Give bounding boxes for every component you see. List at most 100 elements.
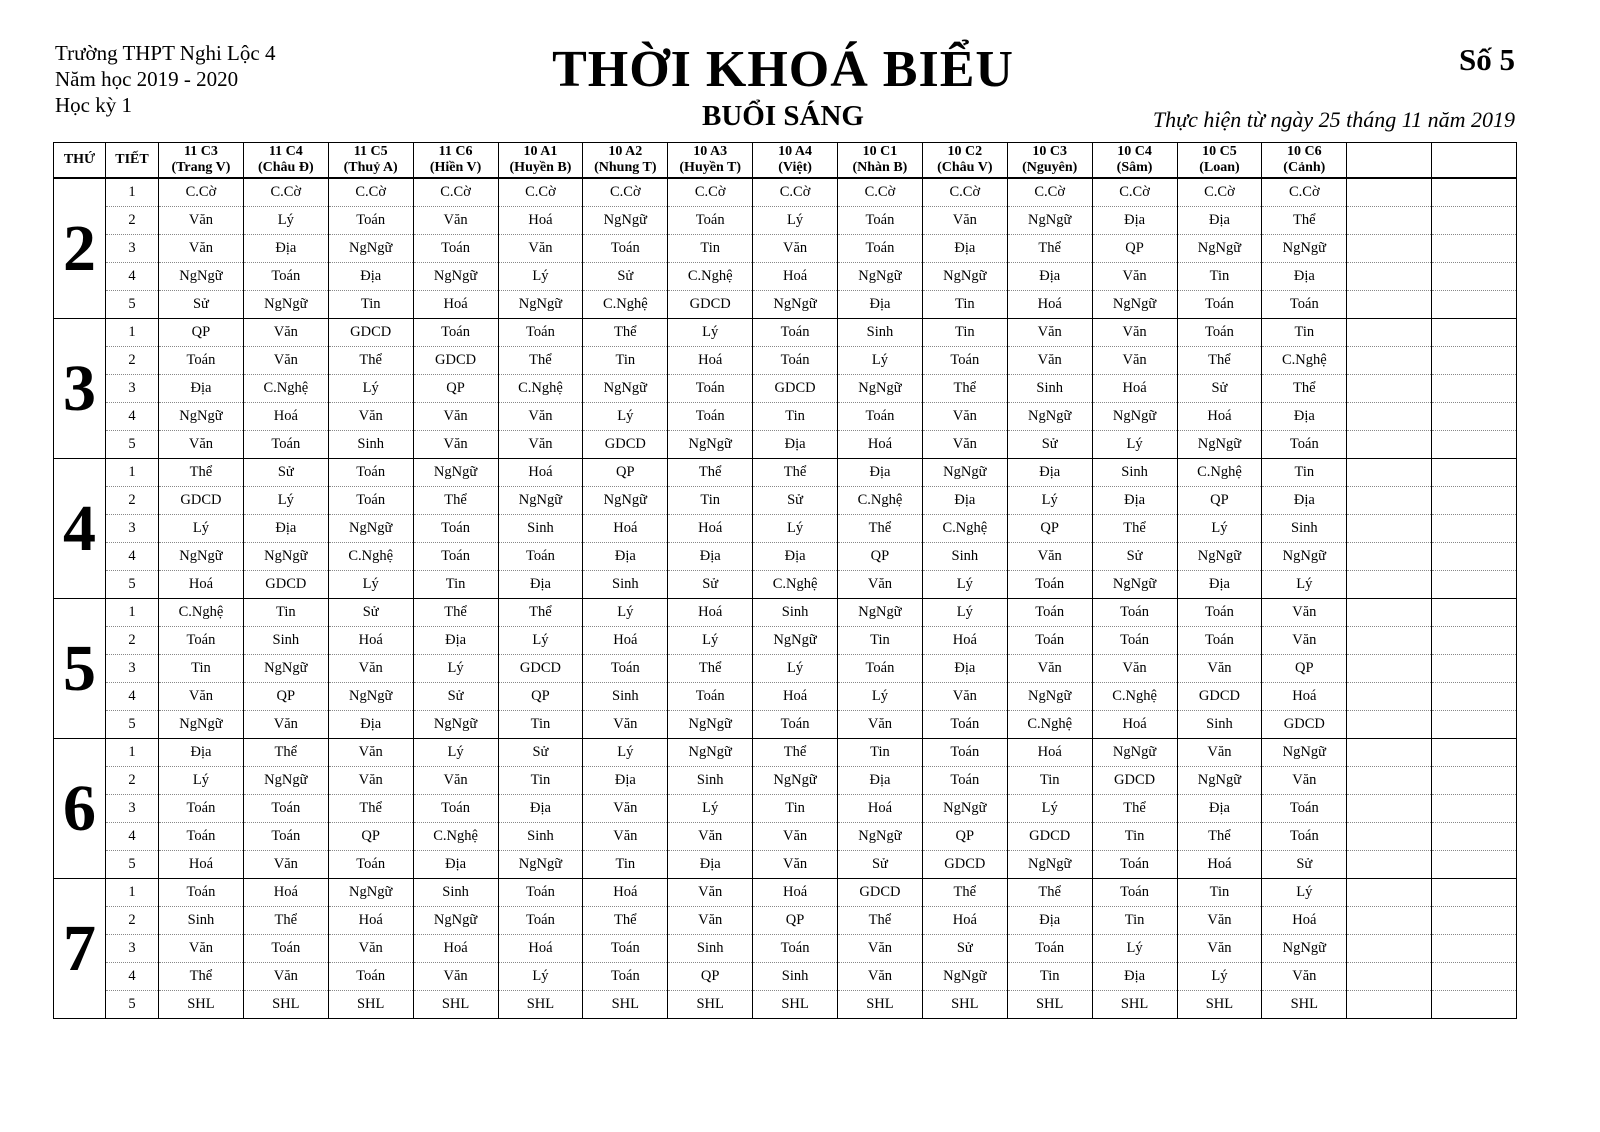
table-row: 3 Văn Địa NgNgữ Toán Văn Toán Tin Văn Toán Địa Thể Q…: [54, 234, 1517, 263]
subject-cell: Lý: [837, 682, 923, 711]
subject-cell: Toán: [667, 374, 754, 403]
subject-cell: Tin: [837, 738, 923, 767]
effective-date: Thực hiện từ ngày 25 tháng 11 năm 2019: [1152, 107, 1515, 132]
class-header: 11 C5 (Thuỷ A): [327, 142, 414, 179]
empty-cell: [1346, 542, 1433, 571]
subject-cell: Toán: [412, 794, 499, 823]
subject-cell: NgNgữ: [1091, 738, 1178, 767]
empty-cell: [1346, 234, 1433, 263]
session-subtitle: BUỔI SÁNG: [702, 100, 864, 132]
subject-cell: SHL: [1176, 990, 1263, 1019]
subject-cell: Văn: [242, 710, 329, 739]
period-number: 3: [105, 934, 159, 963]
subject-cell: Hoá: [412, 290, 499, 319]
subject-cell: Toán: [158, 346, 244, 375]
subject-cell: Văn: [1006, 318, 1093, 347]
table-row: 4 Văn QP NgNgữ Sử QP Sinh Toán Hoá Lý Văn NgNgữ C.Ng…: [54, 682, 1517, 711]
empty-cell: [1346, 430, 1433, 459]
subject-cell: Thể: [1091, 514, 1178, 543]
class-header: 10 C2 (Châu V): [921, 142, 1008, 179]
subject-cell: Thể: [1176, 822, 1263, 851]
subject-cell: Thể: [1176, 346, 1263, 375]
subject-cell: Văn: [1091, 346, 1178, 375]
subject-cell: Địa: [1091, 206, 1178, 235]
subject-cell: GDCD: [497, 654, 584, 683]
subject-cell: Địa: [1261, 486, 1348, 515]
class-teacher: (Thuỷ A): [343, 160, 398, 175]
subject-cell: Tin: [667, 234, 754, 263]
subject-cell: NgNgữ: [667, 430, 754, 459]
table-row: 4 Toán Toán QP C.Nghệ Sinh Văn Văn Văn NgNgữ QP GDC…: [54, 822, 1517, 851]
subject-cell: Văn: [752, 850, 838, 879]
empty-cell: [1431, 430, 1517, 459]
class-name: 10 A1: [523, 144, 558, 159]
subject-cell: Toán: [582, 234, 669, 263]
subject-cell: GDCD: [327, 318, 414, 347]
subject-cell: NgNgữ: [412, 262, 499, 291]
subject-cell: Văn: [497, 430, 584, 459]
subject-cell: Địa: [412, 626, 499, 655]
school-year: Năm học 2019 - 2020: [55, 67, 239, 91]
subject-cell: Toán: [327, 850, 414, 879]
subject-cell: Văn: [412, 766, 499, 795]
subject-cell: Văn: [1091, 262, 1178, 291]
subject-cell: Hoá: [242, 402, 329, 431]
subject-cell: C.Cờ: [412, 178, 499, 207]
subject-cell: QP: [158, 318, 244, 347]
subject-cell: NgNgữ: [1006, 682, 1093, 711]
class-header: 10 A4 (Việt): [752, 142, 838, 179]
empty-cell: [1431, 934, 1517, 963]
subject-cell: Sử: [412, 682, 499, 711]
subject-cell: C.Cờ: [667, 178, 754, 207]
subject-cell: Thể: [412, 598, 499, 627]
empty-cell: [1431, 262, 1517, 291]
subject-cell: C.Nghệ: [667, 262, 754, 291]
subject-cell: Toán: [242, 794, 329, 823]
subject-cell: NgNgữ: [582, 374, 669, 403]
class-header: 10 C1 (Nhàn B): [837, 142, 923, 179]
empty-cell: [1346, 626, 1433, 655]
subject-cell: Văn: [1176, 738, 1263, 767]
subject-cell: Tin: [921, 318, 1008, 347]
subject-cell: Lý: [1176, 962, 1263, 991]
subject-cell: Thể: [327, 794, 414, 823]
subject-cell: Văn: [158, 206, 244, 235]
subject-cell: Toán: [1261, 822, 1348, 851]
subject-cell: NgNgữ: [921, 262, 1008, 291]
empty-cell: [1431, 346, 1517, 375]
subject-cell: QP: [752, 906, 838, 935]
subject-cell: Toán: [327, 206, 414, 235]
subject-cell: NgNgữ: [921, 794, 1008, 823]
empty-cell: [1431, 570, 1517, 599]
class-name: 11 C3: [184, 144, 218, 159]
subject-cell: C.Cờ: [837, 178, 923, 207]
subject-cell: Tin: [412, 570, 499, 599]
subject-cell: Toán: [158, 794, 244, 823]
subject-cell: SHL: [412, 990, 499, 1019]
header-row: THỨ TIẾT 11 C3 (Trang V) 11 C4 (Châu Đ) 11 C…: [53, 142, 1517, 179]
empty-cell: [1431, 458, 1517, 487]
subject-cell: Văn: [158, 934, 244, 963]
subject-cell: QP: [1261, 654, 1348, 683]
subject-cell: Hoá: [1176, 402, 1263, 431]
subject-cell: Địa: [1176, 206, 1263, 235]
subject-cell: GDCD: [582, 430, 669, 459]
subject-cell: Địa: [497, 794, 584, 823]
period-number: 4: [105, 542, 159, 571]
subject-cell: Toán: [1176, 626, 1263, 655]
subject-cell: Văn: [667, 878, 754, 907]
subject-cell: NgNgữ: [497, 486, 584, 515]
subject-cell: Thể: [1261, 206, 1348, 235]
subject-cell: Sinh: [582, 570, 669, 599]
subject-cell: Hoá: [1006, 738, 1093, 767]
subject-cell: Hoá: [242, 878, 329, 907]
subject-cell: Văn: [327, 934, 414, 963]
subject-cell: Văn: [327, 738, 414, 767]
table-row: 3 Văn Toán Văn Hoá Hoá Toán Sinh Toán Văn Sử Toán Lý…: [54, 934, 1517, 963]
table-row: 2 Văn Lý Toán Văn Hoá NgNgữ Toán Lý Toán Văn NgNgữ Đ…: [54, 206, 1517, 235]
empty-cell: [1346, 738, 1433, 767]
subject-cell: Văn: [412, 962, 499, 991]
subject-cell: Văn: [158, 682, 244, 711]
subject-cell: Tin: [1091, 822, 1178, 851]
school-info: Trường THPT Nghi Lộc 4 Năm học 2019 - 20…: [55, 40, 275, 118]
